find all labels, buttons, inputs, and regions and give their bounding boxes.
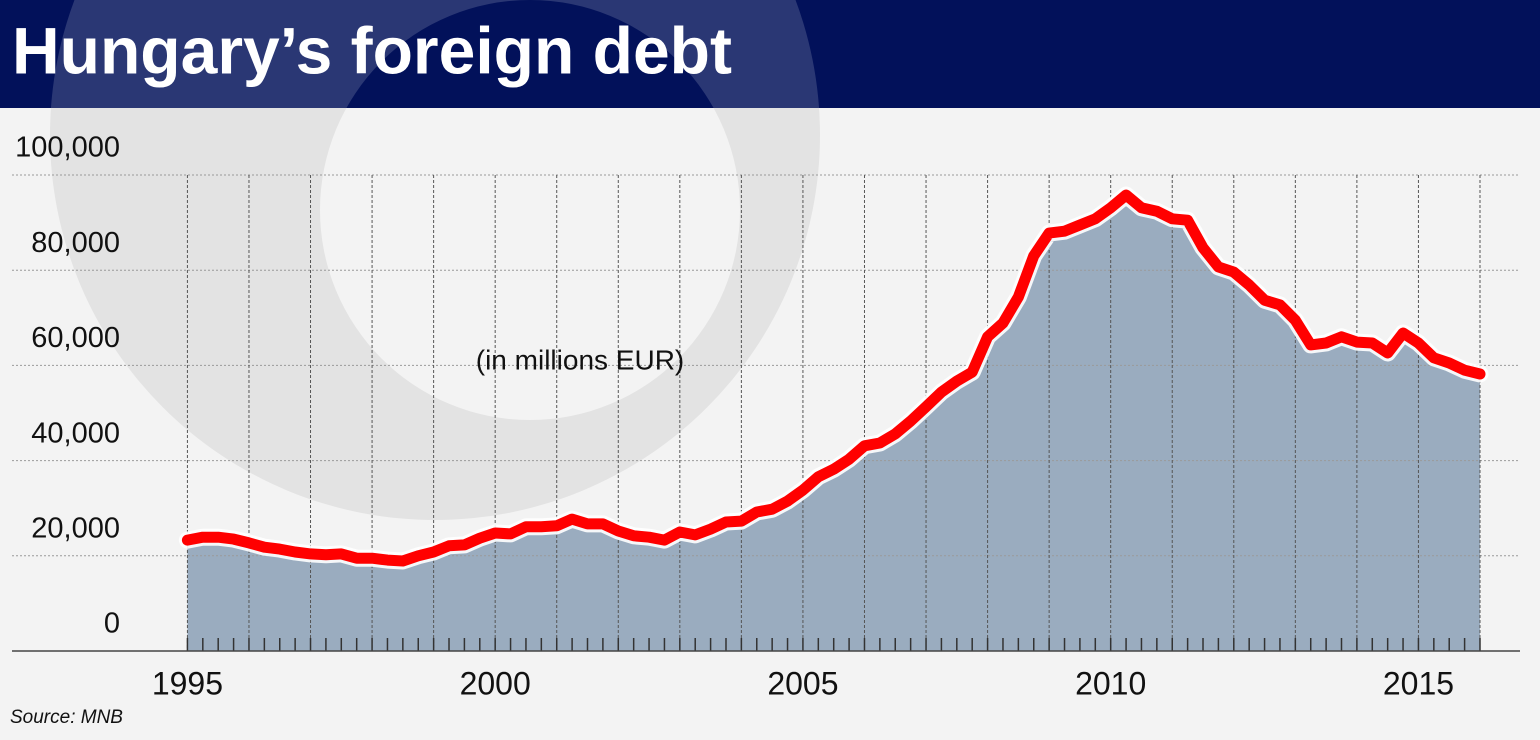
y-tick-label: 40,000 [31,417,120,449]
chart-title: Hungary’s foreign debt [12,13,732,87]
y-tick-label: 0 [104,608,120,640]
source: Source: MNB [10,707,123,728]
y-tick-label: 60,000 [31,322,120,354]
x-tick-label: 2010 [1075,665,1146,701]
line [181,189,1486,567]
y-tick-label: 100,000 [15,132,120,164]
y-tick-label: 80,000 [31,227,120,259]
y-tick-label: 20,000 [31,512,120,544]
x-tick-label: 1995 [152,665,223,701]
plot: 0 20,000 40,000 60,000 80,000 100,000 1995 2000… [12,132,1520,701]
x-tick-label: 2000 [460,665,531,701]
x-tick-label: 2015 [1383,665,1454,701]
annotation: (in millions EUR) [476,344,684,375]
x-tick-label: 2005 [767,665,838,701]
